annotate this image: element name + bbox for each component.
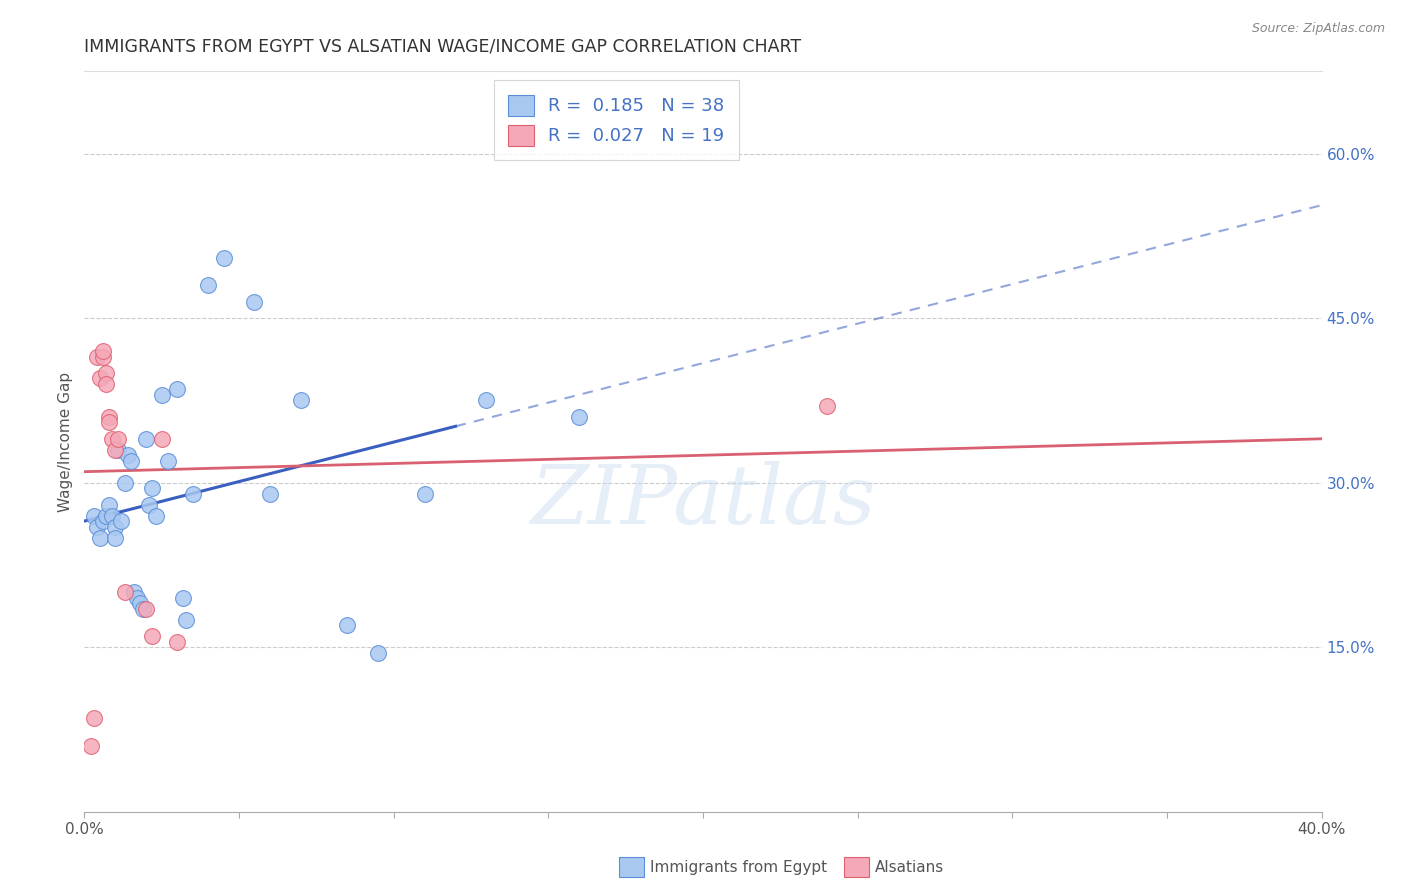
Point xyxy=(129,596,152,610)
Point xyxy=(138,498,160,512)
Point xyxy=(197,278,219,293)
Point xyxy=(145,508,167,523)
Point xyxy=(181,486,204,500)
Point xyxy=(290,393,312,408)
Text: ZIPatlas: ZIPatlas xyxy=(530,461,876,541)
Point xyxy=(104,531,127,545)
Point xyxy=(89,371,111,385)
Point xyxy=(83,508,105,523)
Text: IMMIGRANTS FROM EGYPT VS ALSATIAN WAGE/INCOME GAP CORRELATION CHART: IMMIGRANTS FROM EGYPT VS ALSATIAN WAGE/I… xyxy=(84,38,801,56)
Point xyxy=(98,498,121,512)
Point xyxy=(336,618,359,632)
Point xyxy=(150,432,173,446)
Point xyxy=(156,454,179,468)
Point xyxy=(117,448,139,462)
Point xyxy=(86,519,108,533)
Point xyxy=(475,393,498,408)
Point xyxy=(107,442,129,457)
Point xyxy=(114,585,136,599)
Point xyxy=(91,350,114,364)
Point xyxy=(83,711,105,725)
Point xyxy=(104,442,127,457)
Point xyxy=(141,481,163,495)
Text: Alsatians: Alsatians xyxy=(875,860,943,874)
Text: Immigrants from Egypt: Immigrants from Egypt xyxy=(650,860,827,874)
Point xyxy=(110,514,132,528)
Point xyxy=(94,366,117,380)
Point xyxy=(166,383,188,397)
Point xyxy=(98,409,121,424)
Point xyxy=(104,519,127,533)
Point xyxy=(172,591,194,605)
Point xyxy=(135,432,157,446)
Point xyxy=(176,613,198,627)
Point xyxy=(125,591,148,605)
Point xyxy=(367,646,389,660)
Point xyxy=(89,531,111,545)
Y-axis label: Wage/Income Gap: Wage/Income Gap xyxy=(58,371,73,512)
Point xyxy=(94,508,117,523)
Legend: R =  0.185   N = 38, R =  0.027   N = 19: R = 0.185 N = 38, R = 0.027 N = 19 xyxy=(494,80,738,160)
Point xyxy=(132,602,155,616)
Point xyxy=(243,294,266,309)
Point xyxy=(413,486,436,500)
Text: Source: ZipAtlas.com: Source: ZipAtlas.com xyxy=(1251,22,1385,36)
Point xyxy=(150,388,173,402)
Point xyxy=(568,409,591,424)
Point xyxy=(91,514,114,528)
Point xyxy=(259,486,281,500)
Point xyxy=(98,415,121,429)
Point xyxy=(815,399,838,413)
Point xyxy=(91,344,114,359)
Point xyxy=(135,602,157,616)
Point xyxy=(114,475,136,490)
Point xyxy=(101,432,124,446)
Point xyxy=(141,629,163,643)
Point xyxy=(122,585,145,599)
Point xyxy=(212,251,235,265)
Point xyxy=(120,454,142,468)
Point xyxy=(107,432,129,446)
Point xyxy=(94,376,117,391)
Point xyxy=(166,634,188,648)
Point xyxy=(101,508,124,523)
Point xyxy=(86,350,108,364)
Point xyxy=(79,739,101,753)
